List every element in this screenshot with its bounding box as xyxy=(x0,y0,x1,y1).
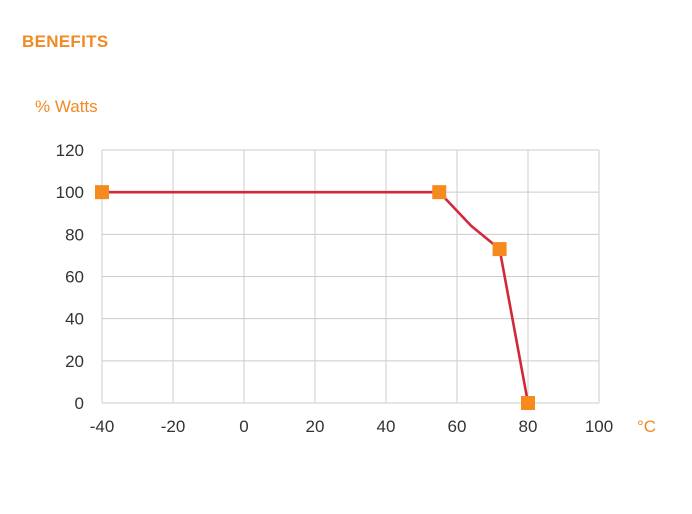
data-point-marker xyxy=(432,185,447,200)
x-tick-label: -20 xyxy=(161,417,186,436)
x-tick-label: -40 xyxy=(90,417,115,436)
y-tick-label: 20 xyxy=(65,352,84,371)
y-tick-label: 40 xyxy=(65,310,84,329)
y-axis-label: % Watts xyxy=(35,97,98,116)
x-tick-label: 40 xyxy=(377,417,396,436)
page-heading: BENEFITS xyxy=(22,32,109,51)
x-tick-label: 80 xyxy=(519,417,538,436)
x-tick-label: 0 xyxy=(239,417,248,436)
x-tick-label: 100 xyxy=(585,417,613,436)
series-group xyxy=(95,185,535,410)
axis-ticks: -40 -20 0 20 40 60 80 100 120 100 80 60 40 20 0 xyxy=(56,141,614,436)
y-tick-label: 80 xyxy=(65,225,84,244)
x-tick-label: 20 xyxy=(306,417,325,436)
series-line xyxy=(102,190,530,404)
y-tick-label: 100 xyxy=(56,183,84,202)
data-point-marker xyxy=(492,242,507,257)
data-point-marker xyxy=(95,185,109,200)
y-tick-label: 0 xyxy=(75,394,84,413)
chart-grid xyxy=(101,149,600,404)
x-axis-label: °C xyxy=(637,417,656,436)
y-tick-label: 60 xyxy=(65,268,84,287)
x-tick-label: 60 xyxy=(448,417,467,436)
data-point-marker xyxy=(521,396,535,410)
y-tick-label: 120 xyxy=(56,141,84,160)
